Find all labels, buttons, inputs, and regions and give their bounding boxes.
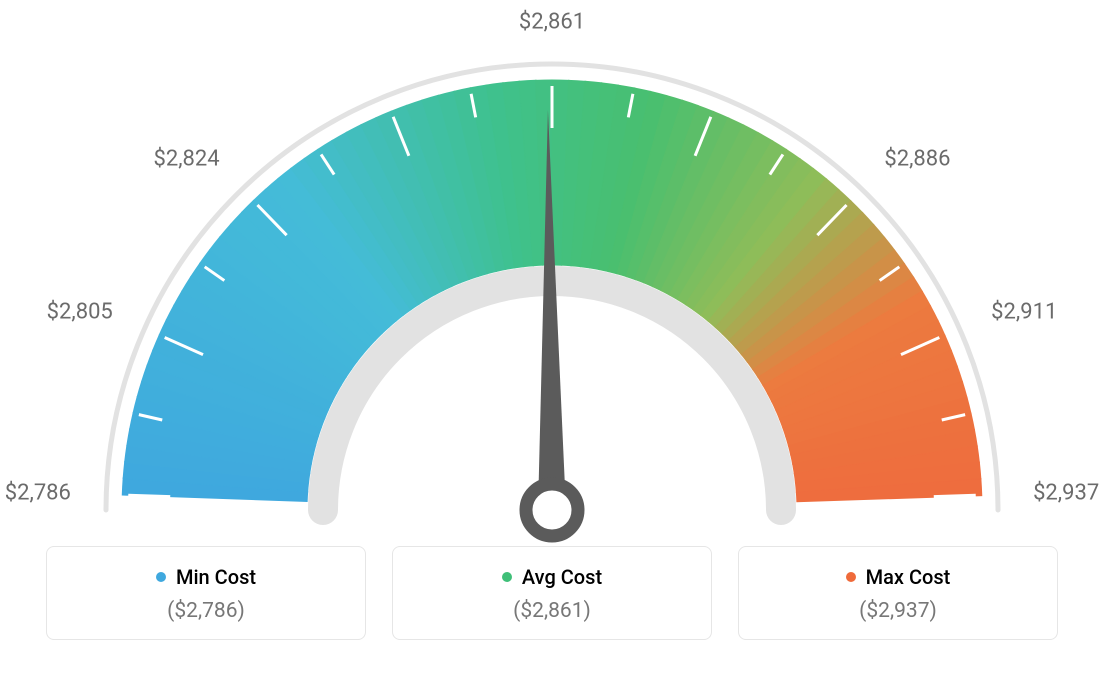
max-dot-icon <box>846 572 856 582</box>
gauge-chart <box>52 20 1052 560</box>
gauge-tick-label: $2,805 <box>47 299 113 324</box>
max-cost-card: Max Cost ($2,937) <box>738 546 1058 640</box>
min-cost-value: ($2,786) <box>67 599 345 623</box>
max-cost-value: ($2,937) <box>759 599 1037 623</box>
gauge-area: $2,786 $2,805 $2,824 $2,861 $2,886 $2,911 $2,9… <box>0 0 1104 540</box>
summary-cards: Min Cost ($2,786) Avg Cost ($2,861) Max … <box>0 546 1104 640</box>
cost-gauge-container: $2,786 $2,805 $2,824 $2,861 $2,886 $2,911 $2,9… <box>0 0 1104 690</box>
gauge-tick-label: $2,786 <box>5 480 71 505</box>
avg-cost-card: Avg Cost ($2,861) <box>392 546 712 640</box>
gauge-tick-label: $2,824 <box>153 146 219 171</box>
gauge-tick-label: $2,886 <box>884 146 950 171</box>
max-cost-label: Max Cost <box>866 565 951 589</box>
avg-dot-icon <box>502 572 512 582</box>
gauge-tick-label: $2,911 <box>991 299 1057 324</box>
min-cost-label: Min Cost <box>176 565 256 589</box>
avg-cost-value: ($2,861) <box>413 599 691 623</box>
gauge-tick-label: $2,861 <box>519 10 585 35</box>
min-cost-card: Min Cost ($2,786) <box>46 546 366 640</box>
avg-cost-title: Avg Cost <box>502 565 602 589</box>
min-cost-title: Min Cost <box>156 565 256 589</box>
gauge-tick-label: $2,937 <box>1033 480 1099 505</box>
min-dot-icon <box>156 572 166 582</box>
avg-cost-label: Avg Cost <box>522 565 602 589</box>
max-cost-title: Max Cost <box>846 565 951 589</box>
